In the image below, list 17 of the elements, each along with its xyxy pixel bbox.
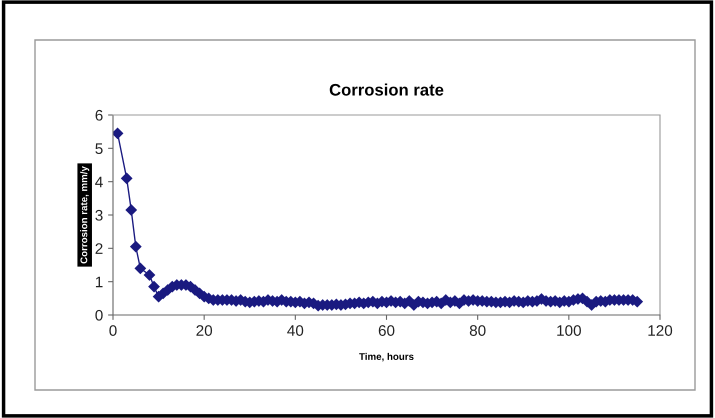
chart-title: Corrosion rate: [330, 83, 444, 96]
x-tick-label: 60: [378, 325, 394, 336]
x-tick-label: 120: [648, 325, 672, 336]
x-axis-title: Time, hours: [359, 352, 414, 362]
x-tick-label: 20: [196, 325, 212, 336]
x-tick-label: 100: [557, 325, 581, 336]
y-tick-label: 2: [96, 243, 103, 254]
y-axis-title: Corrosion rate, mm/y: [80, 166, 90, 264]
y-tick-label: 3: [95, 210, 103, 221]
y-tick-label: 5: [95, 143, 103, 154]
x-tick-label: 80: [470, 325, 486, 336]
x-tick-label: 40: [287, 325, 304, 336]
x-tick-label: 0: [109, 325, 117, 336]
y-tick-label: 6: [96, 110, 103, 121]
y-tick-label: 0: [95, 310, 103, 321]
y-tick-label: 4: [95, 176, 103, 188]
y-tick-label: 1: [96, 276, 103, 288]
